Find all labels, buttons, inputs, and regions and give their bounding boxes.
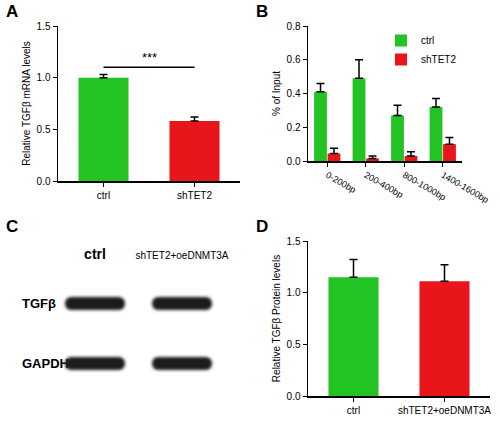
svg-text:TGFβ: TGFβ: [22, 296, 56, 311]
svg-text:0.5: 0.5: [37, 124, 51, 135]
svg-text:1.5: 1.5: [287, 236, 301, 247]
svg-text:shTET2: shTET2: [421, 54, 456, 65]
svg-text:GAPDH: GAPDH: [22, 356, 69, 371]
svg-text:1.0: 1.0: [287, 287, 301, 298]
svg-text:% of Input: % of Input: [271, 71, 282, 116]
html-text:D: D: [256, 217, 269, 236]
svg-text:800-1000bp: 800-1000bp: [401, 170, 448, 203]
svg-text:Relative TGFβ mRNA levels: Relative TGFβ mRNA levels: [21, 41, 32, 166]
svg-text:0.2: 0.2: [287, 122, 301, 133]
svg-text:Relative TGFβ Protein levels: Relative TGFβ Protein levels: [271, 255, 282, 382]
svg-text:shTET2+oeDNMT3A: shTET2+oeDNMT3A: [135, 250, 228, 261]
svg-text:200-400bp: 200-400bp: [363, 170, 405, 200]
svg-text:ctrl: ctrl: [347, 405, 360, 416]
svg-text:0.5: 0.5: [287, 339, 301, 350]
svg-text:0-200bp: 0-200bp: [324, 170, 358, 195]
svg-text:1400-1600bp: 1400-1600bp: [440, 170, 491, 205]
svg-text:0.4: 0.4: [287, 88, 301, 99]
svg-text:ctrl: ctrl: [421, 35, 434, 46]
html-text:A: A: [6, 2, 19, 21]
svg-text:ctrl: ctrl: [84, 246, 106, 262]
svg-text:shTET2+oeDNMT3A: shTET2+oeDNMT3A: [398, 405, 491, 416]
html-text:C: C: [6, 217, 19, 236]
svg-text:0.0: 0.0: [287, 391, 301, 402]
svg-text:0.0: 0.0: [287, 156, 301, 167]
svg-text:ctrl: ctrl: [97, 190, 110, 201]
svg-text:1.5: 1.5: [37, 21, 51, 32]
svg-text:***: ***: [142, 50, 157, 65]
svg-text:shTET2: shTET2: [177, 190, 212, 201]
svg-text:1.0: 1.0: [37, 72, 51, 83]
html-text:B: B: [256, 2, 269, 21]
svg-text:0.6: 0.6: [287, 54, 301, 65]
svg-text:0.0: 0.0: [37, 176, 51, 187]
svg-text:0.8: 0.8: [287, 21, 301, 32]
